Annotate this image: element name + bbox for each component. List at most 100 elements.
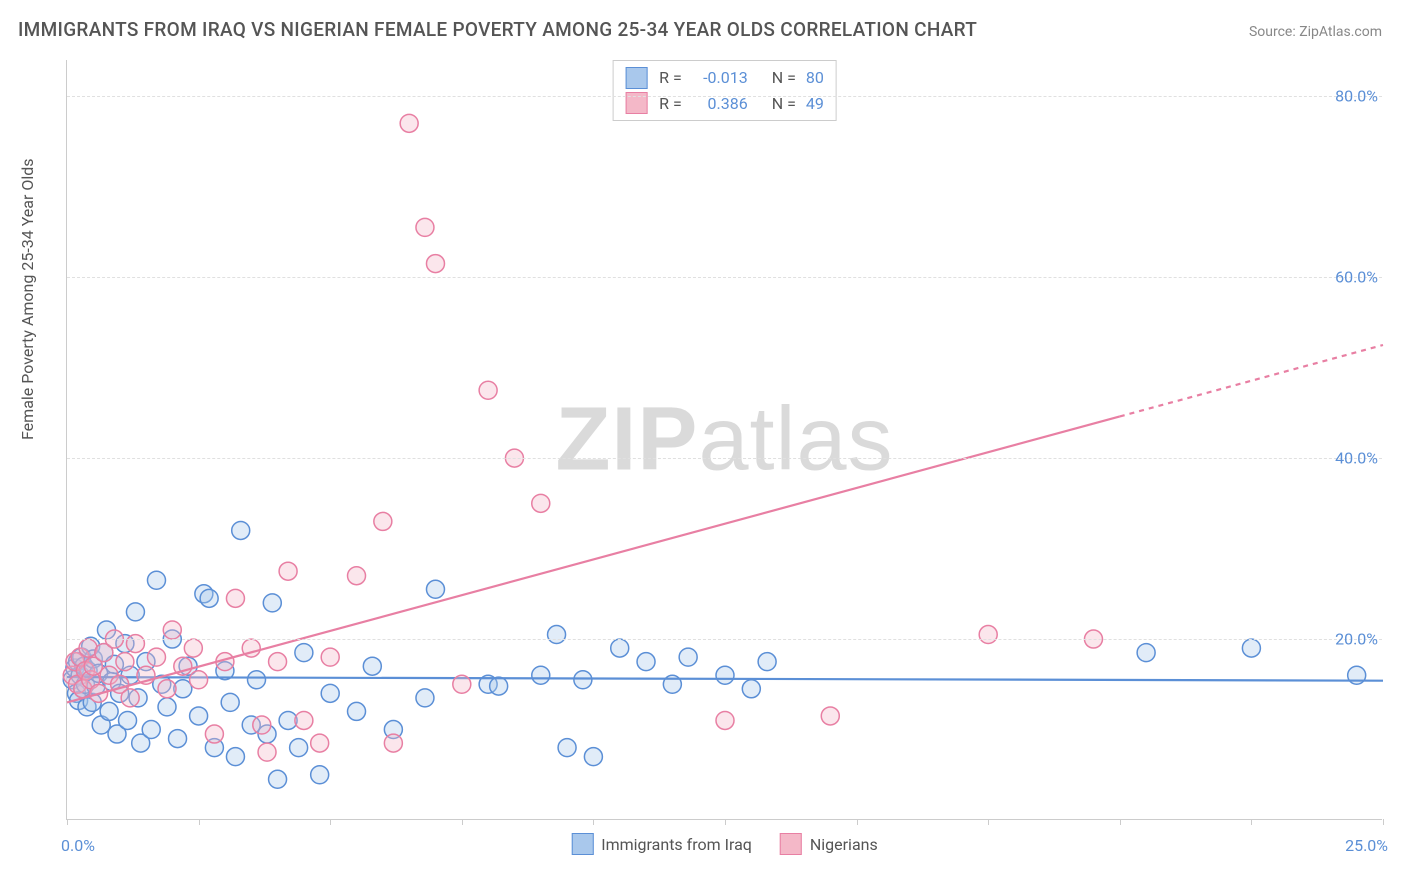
x-tick xyxy=(593,819,594,825)
data-point-nigerian xyxy=(716,711,734,729)
data-point-nigerian xyxy=(126,635,144,653)
legend-label: Immigrants from Iraq xyxy=(601,835,752,854)
data-point-iraq xyxy=(226,748,244,766)
data-point-iraq xyxy=(716,666,734,684)
data-point-iraq xyxy=(584,748,602,766)
data-point-nigerian xyxy=(258,743,276,761)
data-point-iraq xyxy=(311,766,329,784)
data-point-nigerian xyxy=(295,711,313,729)
x-tick xyxy=(67,819,68,825)
legend-item: Nigerians xyxy=(780,833,878,855)
n-label: N = xyxy=(772,91,796,117)
x-tick xyxy=(1383,819,1384,825)
x-tick xyxy=(857,819,858,825)
data-point-nigerian xyxy=(374,512,392,530)
data-point-iraq xyxy=(426,580,444,598)
data-point-iraq xyxy=(232,521,250,539)
gridline xyxy=(67,96,1382,97)
data-point-nigerian xyxy=(348,567,366,585)
legend-label: Nigerians xyxy=(810,835,878,854)
x-tick xyxy=(725,819,726,825)
data-point-iraq xyxy=(100,702,118,720)
data-point-nigerian xyxy=(205,725,223,743)
data-point-iraq xyxy=(158,698,176,716)
data-point-iraq xyxy=(1242,639,1260,657)
r-value: -0.013 xyxy=(692,65,748,91)
data-point-iraq xyxy=(248,671,266,689)
data-point-iraq xyxy=(558,739,576,757)
plot-area: ZIPatlas R =-0.013N =80R =0.386N =49 Imm… xyxy=(66,60,1382,820)
x-tick-min: 0.0% xyxy=(61,836,95,855)
x-tick xyxy=(330,819,331,825)
data-point-nigerian xyxy=(384,734,402,752)
data-point-nigerian xyxy=(400,114,418,132)
data-point-iraq xyxy=(147,571,165,589)
data-point-nigerian xyxy=(147,648,165,666)
data-point-iraq xyxy=(119,711,137,729)
n-label: N = xyxy=(772,65,796,91)
data-point-nigerian xyxy=(321,648,339,666)
data-point-iraq xyxy=(321,684,339,702)
data-point-iraq xyxy=(532,666,550,684)
data-point-nigerian xyxy=(158,680,176,698)
x-tick xyxy=(1120,819,1121,825)
data-point-iraq xyxy=(290,739,308,757)
chart-title: IMMIGRANTS FROM IRAQ VS NIGERIAN FEMALE … xyxy=(18,18,977,41)
data-point-nigerian xyxy=(116,653,134,671)
y-tick-label: 80.0% xyxy=(1335,87,1384,106)
data-point-iraq xyxy=(548,626,566,644)
data-point-nigerian xyxy=(821,707,839,725)
data-point-iraq xyxy=(348,702,366,720)
data-point-iraq xyxy=(263,594,281,612)
data-point-iraq xyxy=(200,589,218,607)
data-point-nigerian xyxy=(226,589,244,607)
x-tick xyxy=(199,819,200,825)
legend-swatch xyxy=(625,67,647,89)
data-point-iraq xyxy=(742,680,760,698)
x-tick xyxy=(1251,819,1252,825)
y-tick-label: 60.0% xyxy=(1335,268,1384,287)
trend-line-nigerian xyxy=(67,416,1120,702)
trend-line-dashed-nigerian xyxy=(1120,345,1383,416)
data-point-iraq xyxy=(679,648,697,666)
x-tick xyxy=(462,819,463,825)
r-value: 0.386 xyxy=(692,91,748,117)
data-point-iraq xyxy=(126,603,144,621)
data-point-nigerian xyxy=(453,675,471,693)
r-label: R = xyxy=(659,91,682,117)
data-point-iraq xyxy=(574,671,592,689)
data-point-iraq xyxy=(295,644,313,662)
data-point-nigerian xyxy=(279,562,297,580)
data-point-iraq xyxy=(363,657,381,675)
data-point-nigerian xyxy=(190,671,208,689)
data-point-iraq xyxy=(142,721,160,739)
data-point-iraq xyxy=(169,730,187,748)
r-label: R = xyxy=(659,65,682,91)
data-point-iraq xyxy=(269,770,287,788)
chart-svg xyxy=(67,60,1382,819)
data-point-nigerian xyxy=(311,734,329,752)
data-point-nigerian xyxy=(269,653,287,671)
data-point-nigerian xyxy=(479,381,497,399)
legend-series: Immigrants from Iraq Nigerians xyxy=(571,833,878,855)
data-point-nigerian xyxy=(253,716,271,734)
gridline xyxy=(67,639,1382,640)
legend-stats: R =-0.013N =80R =0.386N =49 xyxy=(612,60,837,121)
data-point-iraq xyxy=(416,689,434,707)
legend-swatch xyxy=(571,833,593,855)
data-point-iraq xyxy=(611,639,629,657)
data-point-nigerian xyxy=(979,626,997,644)
legend-stats-row: R =-0.013N =80 xyxy=(625,65,824,91)
data-point-nigerian xyxy=(163,621,181,639)
gridline xyxy=(67,277,1382,278)
data-point-nigerian xyxy=(121,689,139,707)
source-label: Source: ZipAtlas.com xyxy=(1249,24,1382,40)
n-value: 49 xyxy=(806,91,824,117)
data-point-iraq xyxy=(637,653,655,671)
data-point-nigerian xyxy=(416,218,434,236)
legend-stats-row: R = 0.386 N = 49 xyxy=(625,91,824,117)
data-point-iraq xyxy=(758,653,776,671)
data-point-iraq xyxy=(221,693,239,711)
legend-swatch xyxy=(780,833,802,855)
legend-item: Immigrants from Iraq xyxy=(571,833,752,855)
